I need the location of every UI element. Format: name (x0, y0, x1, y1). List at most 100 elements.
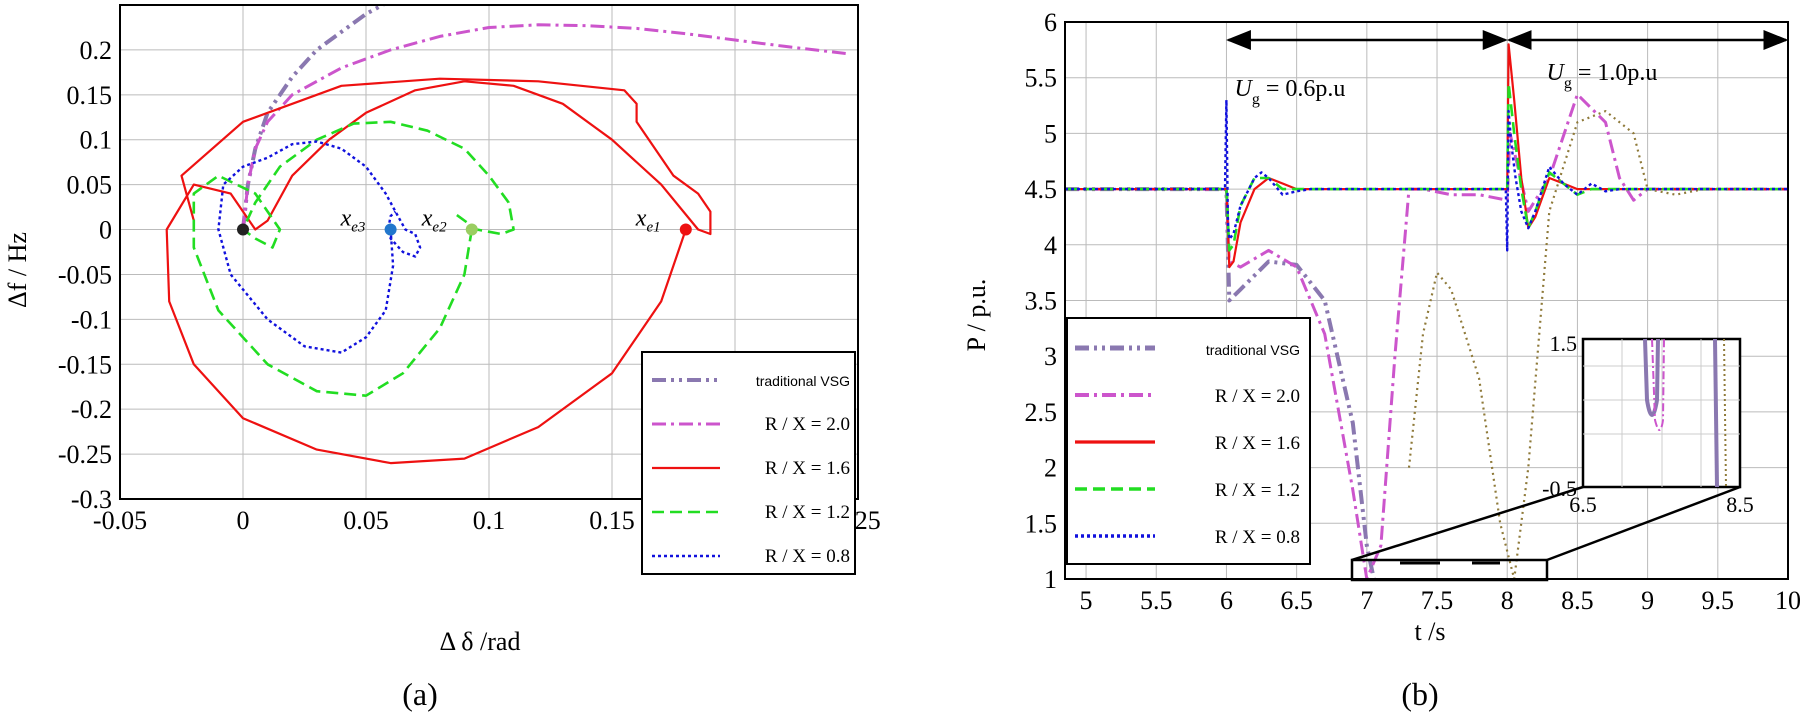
x-tick-label: -0.05 (93, 506, 147, 535)
series-line-traditional (241, 5, 387, 230)
series-line-rx08 (1065, 98, 1788, 252)
chart-b-xlabel: t /s (1414, 617, 1445, 646)
y-tick-label: -0.15 (58, 350, 112, 379)
chart-b-annotations: Ug = 0.6p.uUg = 1.0p.u (1225, 30, 1789, 108)
legend-label-rx20: R / X = 2.0 (765, 414, 850, 435)
y-tick-label: 0 (99, 216, 112, 245)
x-tick-label: 8 (1501, 586, 1514, 615)
equilibrium-label-sub: e2 (432, 220, 447, 236)
equilibrium-point-e3 (384, 223, 397, 236)
legend-label-rx20: R / X = 2.0 (1215, 386, 1300, 407)
voltage-label-sub: g (1564, 75, 1572, 92)
series-line-rx12 (1065, 82, 1788, 252)
x-tick-label: 0.05 (343, 506, 389, 535)
y-tick-label: -0.1 (71, 305, 112, 334)
chart-b-y-ticks: 1 1.5 2 2.5 3 3.5 4 4.5 5 5.5 6 (1025, 8, 1058, 594)
chart-a-legend-box (641, 351, 856, 575)
legend-label-rx08: R / X = 0.8 (1215, 527, 1300, 548)
inset-xtick-right: 8.5 (1726, 492, 1754, 517)
chart-a-grid (120, 5, 858, 499)
equilibrium-point-e2 (465, 223, 478, 236)
inset-zoom-region (1350, 558, 1549, 582)
inset-connector-left (1351, 485, 1584, 562)
x-tick-label: 0 (237, 506, 250, 535)
equilibrium-point-e1 (679, 223, 692, 236)
chart-b: 5 5.5 6 6.5 7 7.5 8 8.5 9 9.5 10 1 1.5 2 2.5 3 3.5 4 4.5 5… (962, 8, 1801, 712)
equilibrium-label-sub: e3 (351, 220, 365, 236)
chart-a-frame (119, 4, 859, 500)
y-tick-label: 5 (1044, 119, 1057, 148)
chart-b-legend: traditional VSG R / X = 2.0 R / X = 1.6 R /… (1066, 317, 1311, 565)
y-tick-label: 4 (1044, 231, 1057, 260)
chart-a-panel-label: (a) (402, 676, 438, 712)
y-tick-label: 1.5 (1025, 509, 1058, 538)
legend-label-rx12: R / X = 1.2 (765, 502, 850, 523)
x-tick-label: 6 (1220, 586, 1233, 615)
inset-ytick-top: 1.5 (1550, 331, 1578, 356)
chart-a-xlabel: Δ δ /rad (440, 627, 521, 656)
legend-label-traditional: traditional VSG (756, 373, 850, 389)
equilibrium-label-sub: e1 (646, 220, 660, 236)
chart-b-panel-label: (b) (1401, 676, 1438, 712)
series-line-rx16 (165, 77, 712, 465)
chart-b-inset: 1.5 -0.5 6.5 8.5 (1350, 331, 1754, 582)
x-tick-label: 0.1 (473, 506, 506, 535)
voltage-label-symbol: U (1547, 60, 1566, 86)
inset-trace-traditional (1643, 338, 1660, 417)
y-tick-label: 3 (1044, 342, 1057, 371)
y-tick-label: 4.5 (1025, 175, 1058, 204)
series-line-rx12 (192, 120, 515, 397)
y-tick-label: 0.15 (67, 81, 113, 110)
chart-a-series (165, 5, 846, 465)
inset-trace-rx20 (1651, 338, 1665, 431)
voltage-label-sub: g (1252, 91, 1260, 108)
voltage-label-symbol: U (1235, 76, 1254, 102)
x-tick-label: 5 (1080, 586, 1093, 615)
legend-label-rx12: R / X = 1.2 (1215, 480, 1300, 501)
y-tick-label: 2 (1044, 454, 1057, 483)
y-tick-label: 6 (1044, 8, 1057, 37)
y-tick-label: 1 (1044, 565, 1057, 594)
x-tick-label: 10 (1775, 586, 1801, 615)
voltage-label: Ug = 1.0p.u (1547, 60, 1658, 92)
y-tick-label: 0.05 (67, 171, 113, 200)
chart-a-points (237, 223, 692, 236)
x-tick-label: 9.5 (1702, 586, 1735, 615)
inset-connector-right (1546, 485, 1741, 562)
legend-label-rx08: R / X = 0.8 (765, 546, 850, 567)
inset-trace-traditional-2 (1713, 338, 1719, 488)
y-tick-label: -0.2 (71, 395, 112, 424)
x-tick-label: 0.15 (589, 506, 635, 535)
series-line-rx20 (241, 23, 846, 230)
inset-xtick-left: 6.5 (1569, 492, 1597, 517)
chart-b-ylabel: P / p.u. (962, 279, 991, 352)
y-tick-label: 0.1 (80, 126, 113, 155)
chart-a-y-ticks: -0.3 -0.25 -0.2 -0.15 -0.1 -0.05 0 0.05 0.1 0.15 0… (58, 36, 112, 514)
voltage-label: Ug = 0.6p.u (1235, 76, 1346, 108)
legend-label-rx16: R / X = 1.6 (1215, 433, 1300, 454)
x-tick-label: 7 (1360, 586, 1373, 615)
y-tick-label: -0.05 (58, 260, 112, 289)
inset-ytick-bottom: -0.5 (1542, 476, 1577, 501)
series-line-rx08 (217, 140, 422, 354)
y-tick-label: -0.3 (71, 485, 112, 514)
y-tick-label: 3.5 (1025, 287, 1058, 316)
voltage-label-value: = 0.6p.u (1260, 76, 1346, 102)
legend-label-rx16: R / X = 1.6 (765, 458, 850, 479)
y-tick-label: -0.25 (58, 440, 112, 469)
chart-a-ylabel: Δf / Hz (3, 232, 32, 308)
x-tick-label: 8.5 (1561, 586, 1594, 615)
y-tick-label: 5.5 (1025, 64, 1058, 93)
x-tick-label: 9 (1641, 586, 1654, 615)
chart-b-x-ticks: 5 5.5 6 6.5 7 7.5 8 8.5 9 9.5 10 (1080, 586, 1801, 615)
origin-point (237, 223, 249, 236)
y-tick-label: 2.5 (1025, 398, 1058, 427)
y-tick-label: 0.2 (80, 36, 113, 65)
series-line-rx20 (1065, 92, 1788, 579)
x-tick-label: 7.5 (1421, 586, 1454, 615)
legend-label-traditional: traditional VSG (1206, 342, 1300, 358)
voltage-label-value: = 1.0p.u (1572, 60, 1658, 86)
x-tick-label: 5.5 (1140, 586, 1173, 615)
